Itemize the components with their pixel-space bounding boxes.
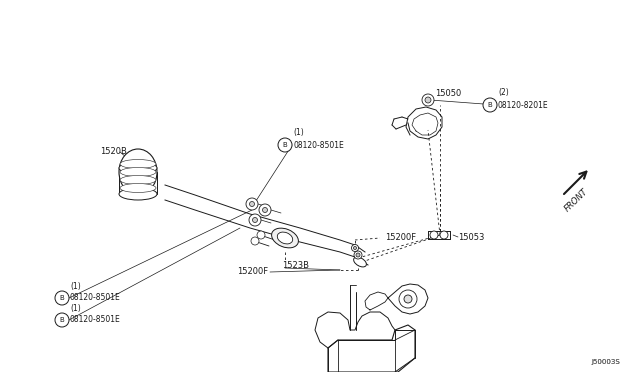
- Circle shape: [354, 251, 362, 259]
- Circle shape: [356, 253, 360, 257]
- Circle shape: [249, 214, 261, 226]
- Circle shape: [253, 218, 257, 222]
- Circle shape: [404, 295, 412, 303]
- Ellipse shape: [120, 183, 156, 192]
- Circle shape: [422, 94, 434, 106]
- Circle shape: [251, 237, 259, 245]
- Ellipse shape: [119, 162, 157, 174]
- Text: 08120-8201E: 08120-8201E: [498, 100, 548, 109]
- Ellipse shape: [354, 257, 366, 267]
- Text: B: B: [60, 317, 65, 323]
- Circle shape: [440, 231, 448, 239]
- Text: 08120-8501E: 08120-8501E: [293, 141, 344, 150]
- Text: (1): (1): [70, 282, 81, 291]
- Text: (1): (1): [293, 128, 304, 138]
- Text: FRONT: FRONT: [563, 187, 590, 213]
- Text: B: B: [60, 295, 65, 301]
- Ellipse shape: [120, 176, 156, 185]
- Circle shape: [425, 97, 431, 103]
- Circle shape: [246, 198, 258, 210]
- Polygon shape: [328, 325, 415, 372]
- Text: (2): (2): [498, 89, 509, 97]
- Ellipse shape: [120, 167, 156, 176]
- Text: 1523B: 1523B: [282, 260, 309, 269]
- Text: 15050: 15050: [435, 90, 461, 99]
- Text: B: B: [283, 142, 287, 148]
- Circle shape: [278, 138, 292, 152]
- Text: 15200F: 15200F: [385, 234, 416, 243]
- Circle shape: [353, 247, 356, 250]
- Text: J50003S: J50003S: [591, 359, 620, 365]
- Text: B: B: [488, 102, 492, 108]
- Circle shape: [257, 231, 265, 239]
- Circle shape: [55, 313, 69, 327]
- Circle shape: [430, 231, 438, 239]
- Ellipse shape: [277, 232, 292, 244]
- Circle shape: [262, 208, 268, 212]
- Circle shape: [483, 98, 497, 112]
- Text: 15200F: 15200F: [237, 267, 268, 276]
- Text: 08120-8501E: 08120-8501E: [70, 294, 121, 302]
- Ellipse shape: [120, 160, 156, 169]
- Circle shape: [259, 204, 271, 216]
- Text: 15053: 15053: [458, 232, 484, 241]
- Text: (1): (1): [70, 304, 81, 312]
- Text: J50003S: J50003S: [591, 359, 620, 365]
- Text: 08120-8501E: 08120-8501E: [70, 315, 121, 324]
- Circle shape: [351, 244, 358, 251]
- Text: 1520B: 1520B: [100, 148, 127, 157]
- Ellipse shape: [119, 188, 157, 200]
- Ellipse shape: [119, 149, 157, 195]
- Circle shape: [55, 291, 69, 305]
- Ellipse shape: [271, 228, 298, 248]
- Circle shape: [250, 202, 255, 206]
- Circle shape: [399, 290, 417, 308]
